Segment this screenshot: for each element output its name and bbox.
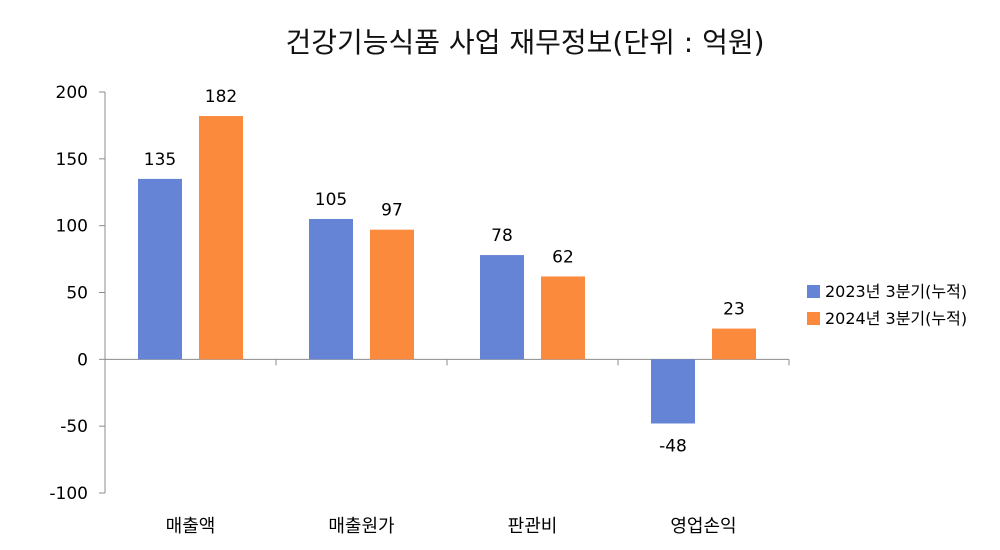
legend-swatch [807, 285, 820, 298]
y-tick-label: 50 [66, 284, 88, 304]
category-label: 판관비 [508, 516, 558, 537]
axes: 200 150 100 50 0 -50 -100 매출액 매출원가 판관비 영업손익 [49, 83, 790, 537]
data-label: 23 [723, 300, 745, 320]
data-labels: 135 105 78 -48 182 97 62 23 [144, 87, 745, 456]
legend-label: 2023년 3분기(누적) [825, 282, 967, 301]
bar [480, 255, 524, 360]
category-label: 매출액 [166, 516, 216, 537]
bar [370, 229, 414, 360]
legend: 2023년 3분기(누적) 2024년 3분기(누적) [807, 282, 967, 328]
data-label: -48 [659, 436, 687, 456]
y-tick-label: 150 [56, 150, 88, 170]
data-label: 78 [491, 226, 513, 246]
bar [651, 359, 695, 424]
category-label: 영업손익 [670, 516, 736, 537]
y-tick-label: -50 [60, 417, 88, 437]
chart-title: 건강기능식품 사업 재무정보(단위 : 억원) [285, 26, 764, 59]
y-tick-label: 100 [56, 217, 88, 237]
category-label: 매출원가 [328, 516, 394, 537]
legend-label: 2024년 3분기(누적) [825, 309, 967, 328]
bar [309, 218, 353, 360]
data-label: 105 [315, 190, 347, 210]
data-label: 182 [205, 87, 237, 107]
bar [712, 328, 756, 360]
bar [138, 178, 182, 360]
y-tick-label: -100 [49, 484, 88, 504]
bar [541, 276, 585, 360]
y-tick-label: 200 [56, 83, 88, 103]
data-label: 135 [144, 150, 176, 170]
data-label: 62 [552, 247, 574, 267]
bar [199, 116, 243, 360]
data-label: 97 [381, 201, 403, 221]
y-tick-label: 0 [77, 350, 88, 370]
legend-swatch [807, 312, 820, 325]
bars [138, 116, 756, 424]
